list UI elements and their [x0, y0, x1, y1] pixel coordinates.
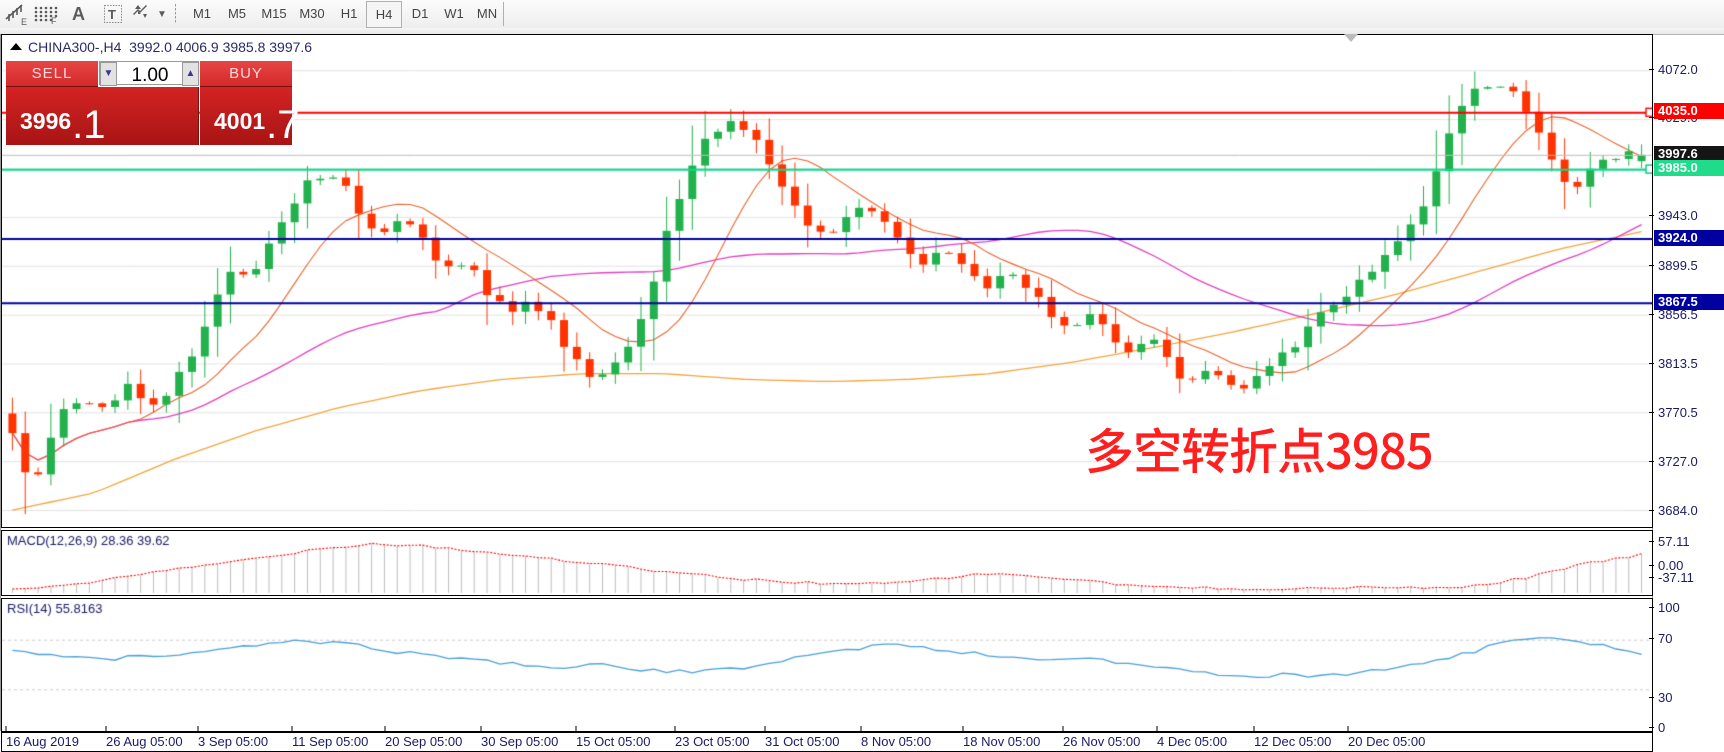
svg-text:F: F [51, 16, 57, 24]
svg-text:T: T [108, 7, 116, 22]
svg-text:E: E [21, 17, 27, 25]
